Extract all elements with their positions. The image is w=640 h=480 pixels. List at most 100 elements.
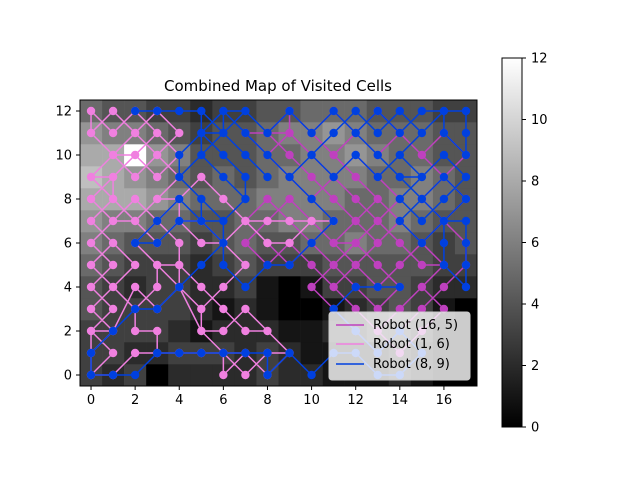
heatmap-cell [278,364,301,387]
robot-point-16-5 [285,194,294,204]
robot-point-1-6 [152,194,162,204]
colorbar-ticks: 0 2 4 6 8 10 12 [522,52,548,436]
heatmap-cell [146,364,169,387]
robot-point-8-9 [130,106,140,116]
robot-point-8-9 [373,150,382,160]
legend: Robot (16, 5) Robot (1, 6) Robot (8, 9) [328,311,471,381]
robot-path-1-6 [90,110,335,376]
robot-point-8-9 [86,348,96,358]
robot-point-8-9 [461,260,471,270]
colorbar-tick-label: 0 [531,421,539,436]
robot-point-8-9 [175,348,184,358]
x-tick-label: 14 [392,393,409,408]
robot-point-1-6 [108,304,118,314]
robot-point-16-5 [395,304,405,314]
heatmap-cell [168,298,191,321]
robot-point-8-9 [461,194,471,204]
robot-point-8-9 [307,370,316,380]
robot-point-16-5 [351,304,360,314]
legend-label-robot-8-9: Robot (8, 9) [373,357,450,372]
y-tick-label: 4 [64,281,72,296]
robot-point-1-6 [175,238,184,248]
colorbar-tick-label: 10 [531,113,548,128]
robot-point-8-9 [351,128,360,138]
robot-point-8-9 [329,172,338,182]
robot-point-1-6 [86,216,96,226]
robot-point-1-6 [219,194,228,204]
robot-point-1-6 [197,326,206,336]
robot-point-8-9 [130,304,140,314]
robot-point-8-9 [197,216,206,226]
robot-point-8-9 [461,128,471,138]
robot-point-8-9 [219,216,228,226]
robot-point-1-6 [241,304,250,314]
x-tick-label: 16 [436,393,453,408]
robot-point-8-9 [152,106,162,116]
heatmap-cell [168,320,191,343]
robot-point-8-9 [395,106,405,116]
robot-point-1-6 [152,260,162,270]
robot-point-8-9 [175,172,184,182]
robot-point-1-6 [152,326,162,336]
robot-point-1-6 [175,128,184,138]
robot-point-8-9 [219,106,228,116]
robot-point-1-6 [130,194,140,204]
robot-point-8-9 [197,106,206,116]
robot-point-8-9 [130,238,140,248]
robot-point-8-9 [263,150,272,160]
robot-point-1-6 [152,128,162,138]
robot-point-16-5 [417,260,427,270]
robot-point-1-6 [197,238,206,248]
robot-point-8-9 [219,260,228,270]
y-tick-label: 6 [64,237,72,252]
robot-point-8-9 [285,260,294,270]
robot-point-8-9 [130,370,140,380]
robot-point-16-5 [285,128,294,138]
robot-point-8-9 [373,172,382,182]
heatmap-cell [278,320,301,343]
robot-point-1-6 [130,326,140,336]
robot-point-8-9 [307,128,316,138]
robot-point-8-9 [175,282,184,292]
x-tick-label: 2 [131,393,139,408]
heatmap-cell [190,364,213,387]
robot-point-8-9 [329,216,338,226]
robot-point-8-9 [417,106,427,116]
robot-point-8-9 [241,282,250,292]
x-axis: 0 2 4 6 8 10 12 14 16 [87,386,452,408]
robot-point-8-9 [152,304,162,314]
colorbar-tick-label: 4 [531,298,539,313]
robot-point-8-9 [219,150,228,160]
robot-point-1-6 [130,348,140,358]
robot-point-8-9 [175,150,184,160]
robot-point-1-6 [263,238,272,248]
robot-point-16-5 [417,150,427,160]
robot-point-8-9 [417,172,427,182]
robot-point-16-5 [351,194,360,204]
robot-point-1-6 [130,260,140,270]
robot-point-1-6 [108,172,118,182]
robot-point-16-5 [373,304,382,314]
robot-point-8-9 [241,106,250,116]
robot-point-8-9 [461,216,471,226]
robot-point-8-9 [395,194,405,204]
robot-point-8-9 [263,348,272,358]
heatmap-cell [256,100,279,123]
heatmap-cell [80,144,103,167]
robot-point-1-6 [108,260,118,270]
colorbar-tick-label: 6 [531,236,539,251]
robot-point-16-5 [329,194,338,204]
robot-point-16-5 [373,216,382,226]
robot-point-16-5 [285,150,294,160]
robot-point-1-6 [197,282,206,292]
robot-point-1-6 [241,260,250,270]
y-tick-label: 0 [64,369,72,384]
robot-point-8-9 [219,172,228,182]
robot-point-1-6 [86,238,96,248]
robot-point-16-5 [373,194,382,204]
robot-point-8-9 [307,150,316,160]
robot-point-8-9 [329,128,338,138]
robot-point-8-9 [395,150,405,160]
robot-point-8-9 [417,128,427,138]
colorbar-gradient [501,57,523,428]
